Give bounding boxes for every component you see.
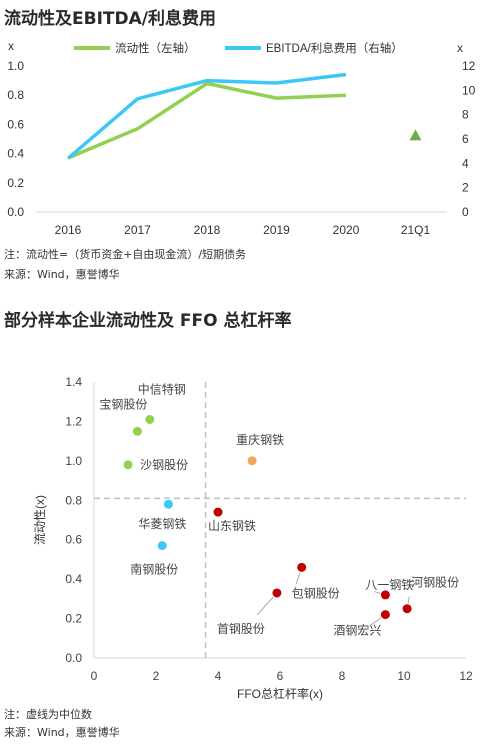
scatter-point bbox=[401, 603, 413, 615]
scatter-point bbox=[122, 459, 134, 471]
right-tick-label: 0 bbox=[462, 205, 469, 219]
x-tick-label: 4 bbox=[215, 669, 222, 683]
scatter-point bbox=[379, 609, 391, 621]
y-tick-label: 0.2 bbox=[65, 612, 82, 626]
point-label: 中信特钢 bbox=[138, 381, 186, 396]
series-line-liquidity bbox=[67, 81, 347, 160]
scatter-point bbox=[144, 413, 156, 425]
y-tick-label: 0.8 bbox=[65, 493, 82, 507]
scatter-point bbox=[162, 498, 174, 510]
x-tick-label: 12 bbox=[459, 669, 473, 683]
chart1-series bbox=[66, 72, 422, 160]
y-tick-label: 0.0 bbox=[65, 651, 82, 665]
left-tick-label: 0.6 bbox=[7, 117, 24, 131]
x-tick-label: 6 bbox=[277, 669, 284, 683]
x-tick-label: 2017 bbox=[124, 223, 151, 237]
left-tick-label: 1.0 bbox=[7, 59, 24, 73]
scatter-point bbox=[271, 587, 283, 599]
x-tick-label: 21Q1 bbox=[401, 223, 431, 237]
point-label: 八一钢铁 bbox=[365, 578, 413, 592]
scatter-point bbox=[246, 455, 258, 467]
chart2-svg: 0.0 0.2 0.4 0.6 0.8 1.0 1.2 1.4 0 2 4 6 8 10 12 中信特钢宝… bbox=[33, 375, 473, 701]
point-label: 华菱钢铁 bbox=[138, 517, 186, 531]
point-label: 首钢股份 bbox=[217, 622, 265, 636]
series-line-ebitda bbox=[66, 72, 347, 160]
left-tick-label: 0.4 bbox=[7, 147, 24, 161]
scatter-point bbox=[131, 425, 143, 437]
right-tick-label: 4 bbox=[462, 156, 469, 170]
x-axis-ticks: 0 2 4 6 8 10 12 bbox=[91, 669, 473, 683]
x-axis-label: FFO总杠杆率(x) bbox=[237, 686, 323, 701]
y-tick-label: 0.4 bbox=[65, 572, 82, 586]
chart1-source: 来源：Wind，惠誉博华 bbox=[4, 268, 120, 281]
right-axis-unit: x bbox=[457, 41, 463, 55]
point-label: 酒钢宏兴 bbox=[333, 623, 381, 638]
marker-21q1-triangle bbox=[409, 129, 422, 141]
chart2-source: 来源：Wind，惠誉博华 bbox=[4, 726, 120, 739]
scatter-point bbox=[156, 540, 168, 552]
legend-label-ebitda: EBITDA/利息费用（右轴） bbox=[266, 41, 403, 55]
x-tick-label: 2018 bbox=[194, 223, 221, 237]
x-tick-label: 2016 bbox=[55, 223, 82, 237]
point-label: 沙钢股份 bbox=[140, 458, 188, 472]
y-tick-label: 1.4 bbox=[65, 375, 82, 389]
left-axis-unit: x bbox=[8, 39, 14, 53]
scatter-point bbox=[296, 561, 308, 573]
left-axis-ticks: 0.0 0.2 0.4 0.6 0.8 1.0 bbox=[7, 59, 24, 219]
x-tick-label: 2020 bbox=[333, 223, 360, 237]
point-label: 河钢股份 bbox=[411, 576, 459, 590]
x-tick-label: 10 bbox=[397, 669, 411, 683]
left-tick-label: 0.2 bbox=[7, 176, 24, 190]
x-tick-label: 8 bbox=[339, 669, 346, 683]
point-label: 重庆钢铁 bbox=[236, 433, 284, 447]
y-tick-label: 1.0 bbox=[65, 454, 82, 468]
chart1-legend: 流动性（左轴） EBITDA/利息费用（右轴） bbox=[74, 41, 403, 55]
x-tick-label: 2019 bbox=[263, 223, 290, 237]
y-axis-label: 流动性(x) bbox=[33, 495, 47, 545]
right-tick-label: 6 bbox=[462, 132, 469, 146]
chart1-title: 流动性及EBITDA/利息费用 bbox=[4, 9, 216, 29]
scatter-point bbox=[379, 589, 391, 601]
right-tick-label: 12 bbox=[462, 59, 476, 73]
point-label: 山东钢铁 bbox=[208, 519, 256, 533]
right-tick-label: 8 bbox=[462, 108, 469, 122]
right-tick-label: 10 bbox=[462, 83, 476, 97]
legend-label-liquidity: 流动性（左轴） bbox=[115, 41, 196, 55]
y-tick-label: 1.2 bbox=[65, 414, 82, 428]
left-tick-label: 0.8 bbox=[7, 88, 24, 102]
x-tick-label: 2 bbox=[153, 669, 160, 683]
chart2-title: 部分样本企业流动性及 FFO 总杠杆率 bbox=[4, 311, 292, 331]
chart2-note: 注：虚线为中位数 bbox=[4, 708, 92, 721]
y-tick-label: 0.6 bbox=[65, 533, 82, 547]
right-tick-label: 2 bbox=[462, 181, 469, 195]
x-axis-ticks: 2016 2017 2018 2019 2020 21Q1 bbox=[55, 223, 431, 237]
chart1-note: 注：流动性=（货币资金+自由现金流）/短期债务 bbox=[4, 248, 247, 261]
right-axis-ticks: 0 2 4 6 8 10 12 bbox=[462, 59, 476, 219]
point-label: 宝钢股份 bbox=[99, 397, 147, 411]
point-label: 南钢股份 bbox=[130, 562, 178, 577]
scatter-point bbox=[212, 506, 224, 518]
point-label: 包钢股份 bbox=[292, 586, 340, 600]
chart1-svg: 流动性（左轴） EBITDA/利息费用（右轴） x x 0.0 0.2 0.4 0.6… bbox=[7, 39, 476, 237]
y-axis-ticks: 0.0 0.2 0.4 0.6 0.8 1.0 1.2 1.4 bbox=[65, 375, 82, 665]
left-tick-label: 0.0 bbox=[7, 205, 24, 219]
x-tick-label: 0 bbox=[91, 669, 98, 683]
